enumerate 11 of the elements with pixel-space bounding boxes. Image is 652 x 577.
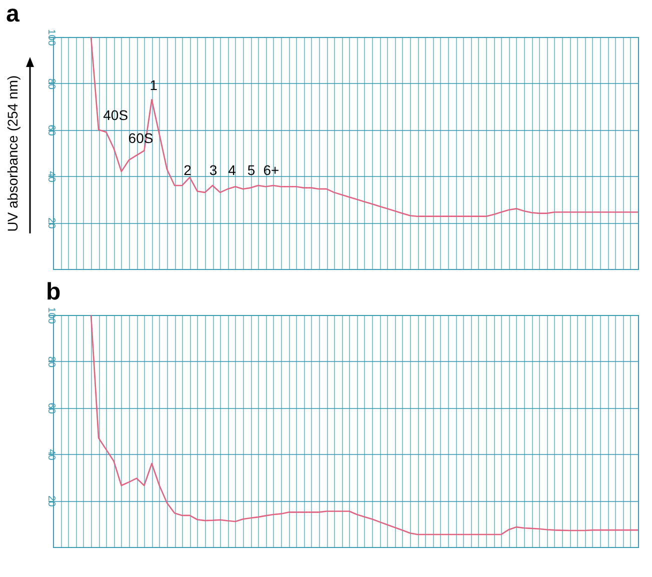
annotation: 4 — [228, 162, 236, 178]
annotation: 5 — [247, 162, 256, 178]
line-series — [90, 36, 639, 217]
y-axis-title: UV absorbance (254 nm) — [4, 75, 20, 232]
annotation: 2 — [184, 162, 192, 178]
annotation: 3 — [209, 162, 218, 178]
annotation: 6+ — [263, 162, 280, 178]
chart-title: a — [6, 0, 20, 28]
line-series — [90, 314, 639, 536]
chart-title: b — [46, 278, 61, 306]
annotation: 40S — [103, 106, 128, 123]
